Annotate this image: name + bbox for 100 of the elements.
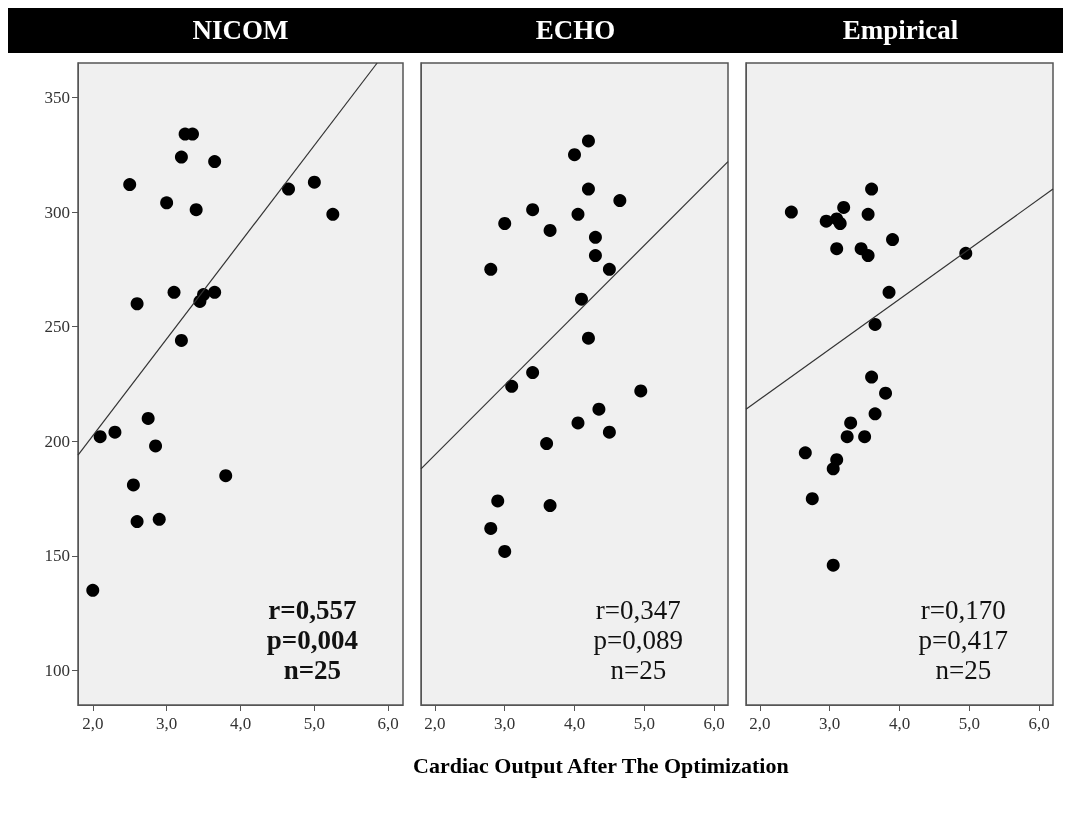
point <box>602 262 616 276</box>
point <box>141 411 155 425</box>
point <box>152 512 166 526</box>
chart-title: NICOM <box>8 8 413 53</box>
point <box>837 200 851 214</box>
point <box>543 499 557 513</box>
y-tick-label: 150 <box>44 546 70 566</box>
point <box>571 207 585 221</box>
annotation: n=25 <box>610 654 667 685</box>
annotation: r=0,347 <box>595 594 681 625</box>
point <box>865 182 879 196</box>
point <box>484 521 498 535</box>
point <box>865 370 879 384</box>
x-tick-label: 6,0 <box>377 714 399 733</box>
annotation: r=0,557 <box>268 594 357 625</box>
x-axis-title: Cardiac Output After The Optimization <box>413 753 789 780</box>
point <box>634 384 648 398</box>
chart-title: ECHO <box>413 8 738 53</box>
point <box>123 178 137 192</box>
x-tick-label: 4,0 <box>229 714 252 733</box>
point <box>613 194 627 208</box>
point <box>189 203 203 217</box>
point <box>798 446 812 460</box>
x-tick-label: 2,0 <box>424 714 446 733</box>
chart-title: Empirical <box>738 8 1063 53</box>
y-tick-label: 100 <box>44 661 70 681</box>
point <box>93 430 107 444</box>
point <box>588 230 602 244</box>
point <box>581 134 595 148</box>
point <box>186 127 199 141</box>
x-tick-label: 4,0 <box>563 714 586 733</box>
point <box>505 379 519 393</box>
point <box>484 262 498 276</box>
point <box>868 317 882 331</box>
point <box>130 297 144 311</box>
y-tick-label: 200 <box>44 431 70 451</box>
point <box>805 492 819 506</box>
y-tick-label: 300 <box>44 202 70 222</box>
point <box>543 223 557 237</box>
x-tick-label: 3,0 <box>494 714 516 733</box>
point <box>208 155 222 169</box>
point <box>833 217 847 230</box>
point <box>844 416 858 430</box>
x-tick-label: 2,0 <box>82 714 104 733</box>
annotation: p=0,004 <box>266 624 358 655</box>
point <box>571 416 585 430</box>
point <box>167 285 181 299</box>
x-tick-label: 2,0 <box>749 714 771 733</box>
y-tick-label: 250 <box>44 317 70 337</box>
x-tick-label: 6,0 <box>703 714 725 733</box>
point <box>219 469 233 483</box>
point <box>86 583 100 597</box>
point <box>498 217 512 230</box>
point <box>526 366 540 380</box>
point <box>568 148 581 162</box>
annotation: n=25 <box>935 654 992 685</box>
point <box>282 182 296 196</box>
point <box>858 430 872 444</box>
point <box>882 285 896 299</box>
x-tick-label: 3,0 <box>819 714 841 733</box>
x-tick-label: 5,0 <box>633 714 655 733</box>
point <box>830 242 844 256</box>
point <box>149 439 163 453</box>
x-tick-label: 5,0 <box>303 714 325 733</box>
annotation: r=0,170 <box>920 594 1006 625</box>
x-tick-label: 4,0 <box>888 714 911 733</box>
point <box>830 453 844 467</box>
point <box>130 515 144 529</box>
point <box>307 175 321 189</box>
point <box>108 425 122 439</box>
point <box>574 292 588 306</box>
point <box>208 285 222 299</box>
point <box>592 402 606 416</box>
point <box>581 331 595 345</box>
point <box>840 430 854 444</box>
point <box>491 494 505 508</box>
point <box>126 478 140 492</box>
point <box>498 544 512 558</box>
point <box>540 437 554 451</box>
annotation: n=25 <box>283 654 342 685</box>
annotation: p=0,089 <box>593 624 683 655</box>
annotation: p=0,417 <box>918 624 1008 655</box>
x-tick-label: 5,0 <box>958 714 980 733</box>
point <box>174 150 188 164</box>
point <box>784 205 798 219</box>
point <box>326 207 340 221</box>
point <box>861 249 875 263</box>
point <box>602 425 616 439</box>
point <box>868 407 882 421</box>
point <box>886 233 900 247</box>
point <box>879 386 893 400</box>
point <box>174 333 188 347</box>
point <box>588 249 602 263</box>
y-tick-label: 350 <box>44 87 70 107</box>
x-tick-label: 3,0 <box>156 714 178 733</box>
point <box>526 203 540 217</box>
point <box>581 182 595 196</box>
point <box>160 196 174 210</box>
point <box>826 558 840 572</box>
x-tick-label: 6,0 <box>1028 714 1050 733</box>
